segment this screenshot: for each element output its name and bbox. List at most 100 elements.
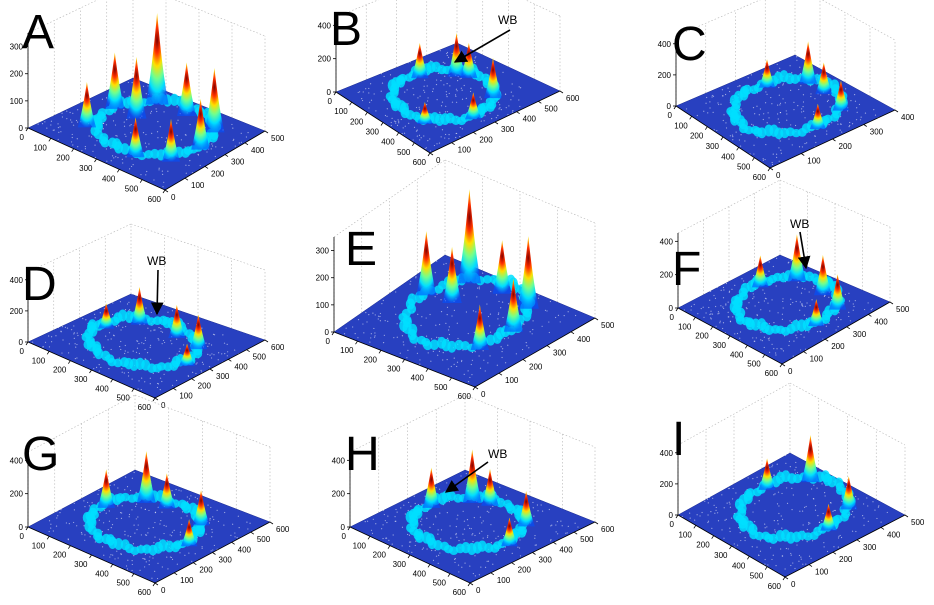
noise-dot xyxy=(107,529,109,531)
noise-dot xyxy=(456,258,459,260)
noise-dot xyxy=(71,136,73,139)
noise-dot xyxy=(163,373,165,375)
ring-bump xyxy=(768,533,778,545)
noise-dot xyxy=(407,62,409,64)
noise-dot xyxy=(786,502,789,504)
noise-dot xyxy=(108,510,110,512)
noise-dot xyxy=(138,342,140,345)
noise-dot xyxy=(91,502,93,504)
noise-dot xyxy=(722,297,725,299)
noise-dot xyxy=(176,106,178,108)
noise-dot xyxy=(541,510,544,512)
panel-box-grid xyxy=(349,394,596,527)
noise-dot xyxy=(421,316,423,318)
noise-dot xyxy=(179,348,181,350)
noise-dot xyxy=(780,348,782,350)
noise-dot xyxy=(729,320,732,322)
noise-dot xyxy=(73,332,75,334)
noise-dot xyxy=(153,179,155,181)
noise-dot xyxy=(37,123,39,125)
noise-dot xyxy=(445,105,447,107)
noise-dot xyxy=(103,307,105,309)
noise-dot xyxy=(779,140,781,142)
noise-dot xyxy=(153,542,155,544)
noise-dot xyxy=(771,343,773,345)
noise-dot xyxy=(462,533,464,535)
noise-dot xyxy=(142,132,145,134)
y-tick-mark xyxy=(173,572,178,576)
noise-dot xyxy=(408,501,410,504)
noise-dot xyxy=(809,305,811,307)
noise-dot xyxy=(778,160,780,162)
noise-dot xyxy=(41,123,44,125)
noise-dot xyxy=(454,94,457,96)
noise-dot xyxy=(489,355,491,357)
noise-dot xyxy=(845,88,847,90)
noise-dot xyxy=(479,96,481,98)
peak-group xyxy=(411,32,502,125)
noise-dot xyxy=(802,106,804,108)
panel-box-grid xyxy=(335,0,561,92)
noise-dot xyxy=(810,488,813,490)
x-tick-label: 600 xyxy=(765,369,779,378)
noise-dot xyxy=(145,561,147,563)
y-tick-mark xyxy=(846,326,851,330)
y-tick-label: 100 xyxy=(505,376,519,385)
noise-dot xyxy=(767,112,769,114)
noise-dot xyxy=(131,560,133,562)
noise-dot xyxy=(149,377,151,379)
noise-dot xyxy=(462,510,464,512)
noise-dot xyxy=(138,352,140,355)
x-tick-label: 400 xyxy=(95,384,109,393)
noise-dot xyxy=(189,159,191,162)
noise-dot xyxy=(877,506,879,508)
noise-dot xyxy=(778,121,780,124)
noise-dot xyxy=(388,539,390,542)
z-tick-label: 300 xyxy=(316,247,330,256)
noise-dot xyxy=(769,310,771,312)
noise-dot xyxy=(52,129,54,131)
y-tick-mark xyxy=(522,359,527,362)
noise-dot xyxy=(163,111,165,113)
y-axis-line xyxy=(164,130,266,191)
noise-dot xyxy=(137,516,139,518)
y-tick-mark xyxy=(553,542,557,545)
noise-dot xyxy=(438,488,441,490)
noise-dot xyxy=(212,516,214,518)
noise-dot xyxy=(472,541,474,543)
noise-dot xyxy=(448,500,450,503)
noise-dot xyxy=(443,263,445,265)
noise-dot xyxy=(467,381,470,383)
noise-dot xyxy=(514,521,516,523)
noise-dot xyxy=(233,138,235,140)
noise-dot xyxy=(761,340,763,342)
noise-dot xyxy=(463,294,465,296)
panel-letter: A xyxy=(22,6,54,59)
noise-dot xyxy=(769,466,771,468)
noise-dot xyxy=(473,331,475,333)
noise-dot xyxy=(507,337,509,339)
noise-dot xyxy=(745,307,747,309)
surface-peak xyxy=(832,80,850,111)
noise-dot xyxy=(808,331,810,333)
x-tick-mark xyxy=(331,331,335,336)
noise-dot xyxy=(828,322,830,324)
noise-dot xyxy=(421,524,423,526)
noise-dot xyxy=(223,342,226,344)
noise-dot xyxy=(391,543,393,545)
noise-dot xyxy=(81,334,83,336)
noise-dot xyxy=(375,110,377,112)
noise-dot xyxy=(716,286,718,288)
noise-dot xyxy=(817,515,819,517)
noise-dot xyxy=(434,515,437,517)
noise-dot xyxy=(415,276,417,278)
noise-dot xyxy=(124,344,126,347)
noise-dot xyxy=(479,367,482,369)
surface-peak xyxy=(189,314,208,350)
noise-dot xyxy=(70,329,73,331)
noise-dot xyxy=(231,123,233,126)
noise-dot xyxy=(517,546,519,548)
noise-dot xyxy=(521,111,523,113)
noise-dot xyxy=(423,135,425,137)
